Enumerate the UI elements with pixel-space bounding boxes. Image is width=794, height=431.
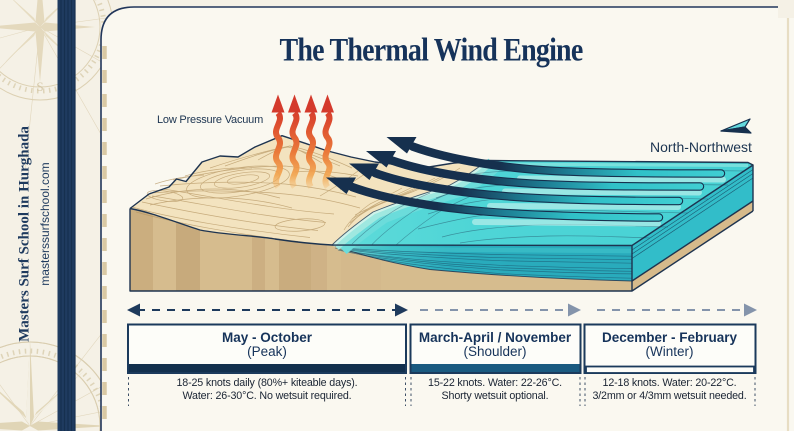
- svg-text:S: S: [36, 79, 43, 94]
